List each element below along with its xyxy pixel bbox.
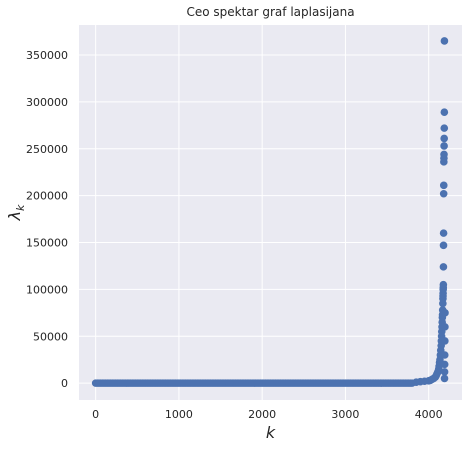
data-point	[440, 37, 449, 45]
data-point	[440, 108, 449, 116]
data-point	[439, 280, 448, 289]
tick-labels: 0 1000 2000 3000 4000 0 50000 100000 150000 20000…	[26, 49, 443, 421]
chart-title: Ceo spektar graf laplasijana	[186, 5, 354, 19]
data-point	[441, 323, 449, 331]
data-point	[441, 337, 449, 345]
data-point	[440, 134, 448, 143]
data-point	[440, 368, 449, 376]
data-point	[440, 374, 449, 383]
data-point	[439, 229, 448, 237]
y-axis-label-subscript: k	[14, 204, 27, 211]
data-point	[440, 142, 448, 150]
x-tick-label: 1000	[165, 408, 193, 421]
data-points	[91, 37, 449, 387]
x-tick-label: 0	[92, 408, 99, 421]
y-tick-label: 350000	[26, 49, 68, 62]
y-tick-label: 50000	[33, 330, 68, 343]
data-point	[440, 150, 448, 159]
y-axis-label: λk	[5, 204, 27, 221]
y-tick-label: 100000	[26, 283, 68, 296]
data-point	[440, 124, 449, 132]
y-axis-label-symbol: λ	[5, 211, 24, 221]
y-tick-label: 200000	[26, 190, 68, 203]
y-tick-label: 150000	[26, 237, 68, 250]
y-tick-label: 250000	[26, 143, 68, 156]
x-axis-label: k	[266, 423, 276, 442]
data-point	[441, 309, 449, 317]
data-point	[439, 189, 448, 198]
data-point	[440, 351, 449, 359]
data-point	[439, 263, 448, 271]
x-tick-label: 3000	[331, 408, 359, 421]
y-tick-label: 300000	[26, 96, 68, 109]
x-tick-label: 4000	[415, 408, 443, 421]
plot-background	[79, 25, 462, 400]
y-tick-label: 0	[61, 377, 68, 390]
data-point	[439, 241, 448, 250]
x-tick-label: 2000	[248, 408, 276, 421]
data-point	[439, 181, 448, 190]
data-point	[440, 360, 449, 369]
